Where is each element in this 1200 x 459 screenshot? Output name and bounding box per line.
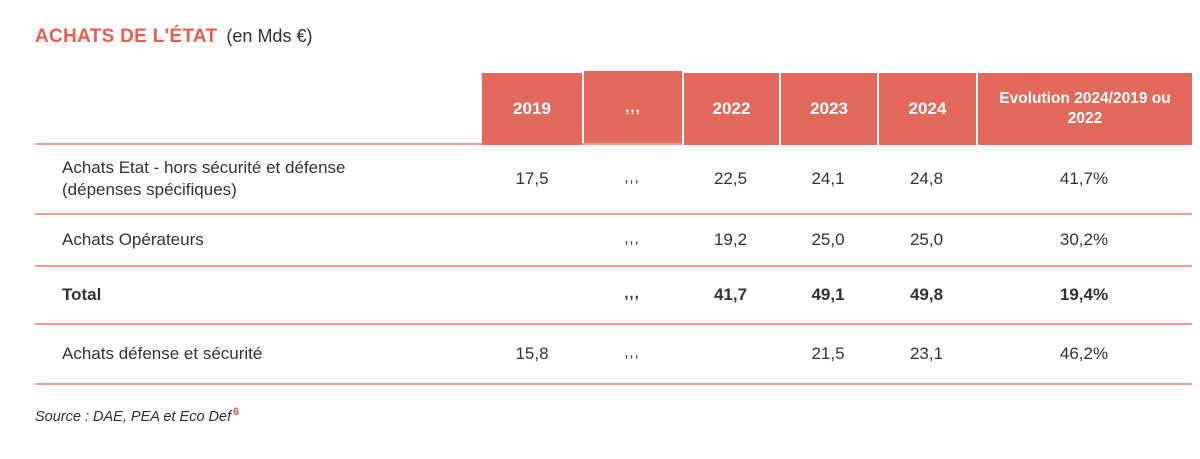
cell-ellipsis: ,,, — [624, 229, 640, 247]
row-label: Achats Opérateurs — [35, 229, 482, 251]
row-label-text: Achats Opérateurs — [62, 229, 204, 249]
source-line: Source : DAE, PEA et Eco Def 6 — [35, 406, 239, 425]
achats-etat-table: 2019 ,,, 2022 2023 2024 Evolution 2024/2… — [35, 71, 1192, 385]
cell-2024: 25,0 — [909, 230, 944, 249]
cell-2023: 25,0 — [811, 230, 845, 249]
row-label: Achats Etat - hors sécurité et défense (… — [35, 157, 482, 202]
cell-2024: 24,8 — [909, 169, 944, 188]
header-cell-ellipsis: ,,, — [582, 71, 682, 143]
table-row-total: Total ,,, 41,7 49,1 49,8 19,4% — [35, 267, 1192, 325]
footnote-ref: 6 — [233, 406, 240, 418]
cell-2024: 23,1 — [909, 344, 944, 363]
header-cell-empty — [35, 73, 482, 145]
table-header-row: 2019 ,,, 2022 2023 2024 Evolution 2024/2… — [35, 71, 1192, 145]
row-label-text: Total — [62, 284, 102, 304]
header-cell-2022: 2022 — [682, 73, 779, 145]
cell-2022: 22,5 — [713, 169, 748, 188]
cell-2019: 17,5 — [515, 169, 549, 188]
table-row-achats-etat: Achats Etat - hors sécurité et défense (… — [35, 145, 1192, 215]
cell-2023: 49,1 — [811, 285, 845, 304]
title-text: ACHATS DE L'ÉTAT — [35, 26, 218, 47]
row-label-text: Achats Etat - hors sécurité et défense (… — [62, 157, 346, 199]
cell-2022: 41,7 — [713, 285, 748, 304]
header-cell-2024: 2024 — [877, 73, 976, 145]
cell-evolution: 30,2% — [1059, 230, 1109, 249]
cell-evolution: 41,7% — [1059, 169, 1109, 188]
row-label: Total — [35, 284, 482, 306]
row-label: Achats défense et sécurité — [35, 343, 482, 365]
source-text: Source : DAE, PEA et Eco Def — [35, 408, 232, 425]
header-cell-evolution: Evolution 2024/2019 ou 2022 — [976, 73, 1192, 145]
cell-evolution: 19,4% — [1059, 285, 1109, 304]
cell-2023: 24,1 — [811, 169, 845, 188]
cell-2024: 49,8 — [909, 285, 944, 304]
cell-evolution: 46,2% — [1059, 344, 1109, 363]
title-unit: (en Mds €) — [226, 26, 313, 46]
page-title: ACHATS DE L'ÉTAT (en Mds €) — [35, 26, 312, 48]
header-cell-2023: 2023 — [779, 73, 877, 145]
cell-ellipsis: ,,, — [624, 343, 640, 361]
header-cell-2019: 2019 — [482, 73, 582, 145]
table-row-achats-defense: Achats défense et sécurité 15,8 ,,, 21,5… — [35, 325, 1192, 385]
cell-2019: 15,8 — [515, 344, 549, 363]
cell-2023: 21,5 — [811, 344, 845, 363]
table-row-achats-operateurs: Achats Opérateurs ,,, 19,2 25,0 25,0 30,… — [35, 215, 1192, 267]
row-label-text: Achats défense et sécurité — [62, 343, 263, 363]
cell-ellipsis: ,,, — [624, 284, 640, 302]
cell-ellipsis: ,,, — [624, 168, 640, 186]
cell-2022: 19,2 — [713, 230, 748, 249]
